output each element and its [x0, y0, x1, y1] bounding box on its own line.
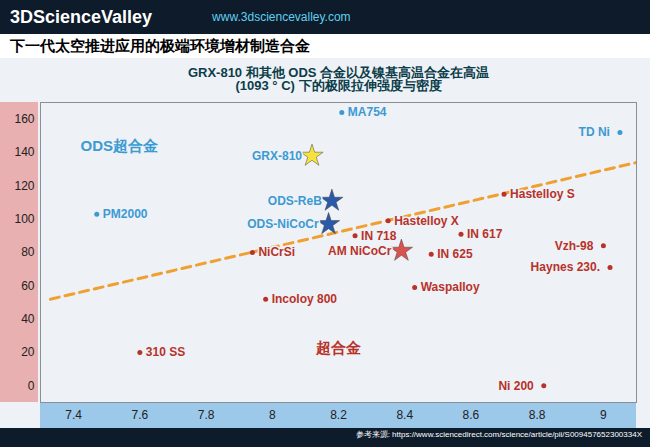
svg-text:8.2: 8.2	[330, 408, 347, 422]
svg-text:0: 0	[28, 379, 35, 393]
svg-text:NiCrSi: NiCrSi	[258, 245, 295, 259]
svg-text:超合金: 超合金	[315, 339, 361, 356]
svg-text:Haynes 230.: Haynes 230.	[531, 260, 600, 274]
svg-text:310 SS: 310 SS	[146, 345, 185, 359]
svg-text:9: 9	[600, 408, 607, 422]
svg-text:8.8: 8.8	[529, 408, 546, 422]
svg-text:Hastelloy X: Hastelloy X	[394, 214, 459, 228]
html-text:3DScienceValley: 3DScienceValley	[10, 6, 153, 27]
svg-text:7.6: 7.6	[131, 408, 148, 422]
svg-text:40: 40	[21, 312, 35, 326]
svg-text:Ni 200: Ni 200	[498, 379, 534, 393]
svg-text:8: 8	[269, 408, 276, 422]
svg-text:TD Ni: TD Ni	[579, 125, 610, 139]
svg-text:8.4: 8.4	[396, 408, 413, 422]
svg-text:Vzh-98: Vzh-98	[555, 239, 594, 253]
svg-text:GRX-810: GRX-810	[252, 149, 302, 163]
html-text:下一代太空推进应用的极端环境增材制造合金: 下一代太空推进应用的极端环境增材制造合金	[10, 37, 310, 54]
svg-text:ODS-ReB: ODS-ReB	[268, 194, 322, 208]
svg-text:140: 140	[14, 145, 34, 159]
svg-text:7.8: 7.8	[198, 408, 215, 422]
svg-text:AM NiCoCr: AM NiCoCr	[328, 244, 392, 258]
svg-text:ODS超合金: ODS超合金	[81, 137, 159, 154]
svg-text:Waspalloy: Waspalloy	[421, 280, 480, 294]
svg-text:60: 60	[21, 279, 35, 293]
svg-text:120: 120	[14, 179, 34, 193]
svg-text:Incoloy 800: Incoloy 800	[272, 292, 338, 306]
svg-text:MA754: MA754	[348, 105, 387, 119]
svg-text:ODS-NiCoCr: ODS-NiCoCr	[247, 217, 319, 231]
svg-text:160: 160	[14, 112, 34, 126]
svg-text:IN 718: IN 718	[361, 229, 397, 243]
svg-text:8.6: 8.6	[463, 408, 480, 422]
html-text:参考来源: https://www.sciencedirec: 参考来源: https://www.sciencedirect.com/scie…	[355, 430, 642, 439]
svg-text:100: 100	[14, 212, 34, 226]
svg-text:7.4: 7.4	[65, 408, 82, 422]
svg-text:20: 20	[21, 345, 35, 359]
svg-text:GRX-810 和其他 ODS 合金以及镍基高温合金在高温(: GRX-810 和其他 ODS 合金以及镍基高温合金在高温(1093 ° C) …	[188, 65, 489, 93]
svg-text:80: 80	[21, 245, 35, 259]
html-text:www.3dsciencevalley.com: www.3dsciencevalley.com	[212, 10, 351, 24]
svg-text:PM2000: PM2000	[103, 207, 148, 221]
svg-text:IN 625: IN 625	[437, 247, 473, 261]
svg-text:Hastelloy S: Hastelloy S	[510, 187, 575, 201]
svg-text:IN 617: IN 617	[467, 227, 503, 241]
